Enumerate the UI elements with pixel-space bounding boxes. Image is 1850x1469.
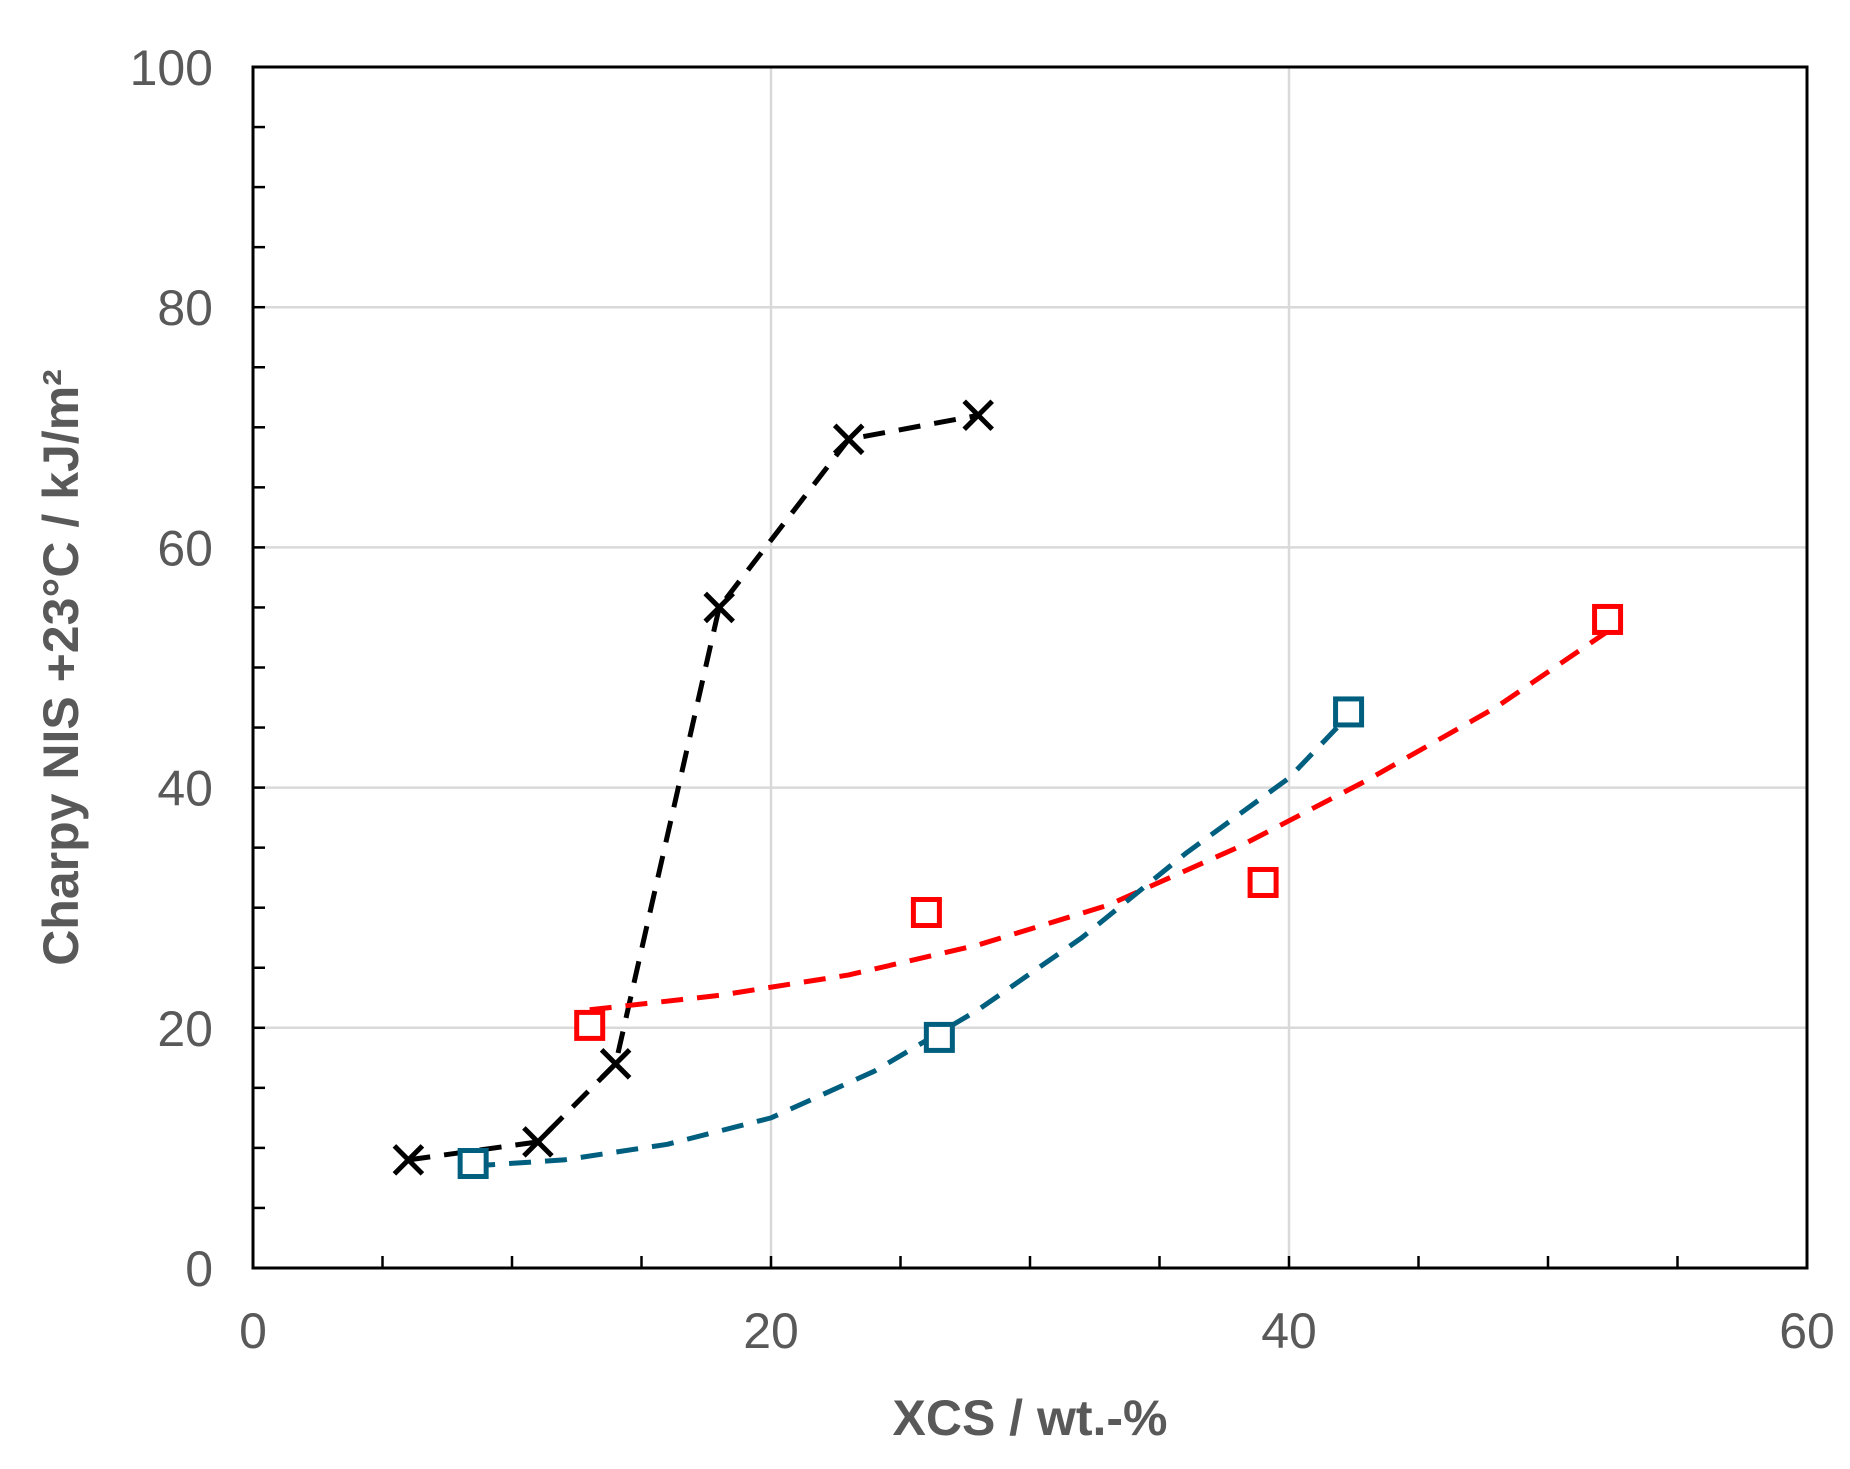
x-tick-label: 60: [1779, 1303, 1835, 1359]
data-point-cross: [832, 423, 865, 456]
series-3-trendline: [472, 713, 1351, 1169]
y-tick-label: 60: [157, 520, 213, 576]
series-2: [574, 603, 1624, 1041]
series-1-line: [408, 412, 979, 1163]
cross-stroke: [832, 423, 865, 456]
x-tick-label: 20: [743, 1303, 799, 1359]
data-point-square: [1247, 866, 1279, 898]
minor-ticks: [253, 125, 1679, 1268]
cross-stroke: [962, 399, 994, 432]
grid-lines: [253, 67, 1807, 1268]
data-point-square: [457, 1148, 489, 1180]
cross-stroke: [522, 1126, 554, 1158]
series-3: [457, 696, 1365, 1180]
data-point-square: [910, 897, 942, 929]
x-tick-label: 0: [239, 1303, 267, 1359]
series-layer: [392, 399, 1624, 1180]
x-tick-label: 40: [1261, 1303, 1317, 1359]
data-point-cross: [962, 399, 994, 432]
cross-stroke: [599, 1048, 632, 1080]
y-axis-title: Charpy NIS +23°C / kJ/m²: [33, 369, 89, 966]
data-point-cross: [599, 1048, 632, 1080]
x-axis-tick-labels: 0 20 40 60: [239, 1303, 1835, 1359]
cross-stroke: [392, 1144, 425, 1176]
data-point-cross: [703, 591, 735, 624]
y-tick-label: 80: [157, 280, 213, 336]
series-2-trendline: [589, 629, 1609, 1013]
x-axis-title: XCS / wt.-%: [892, 1390, 1167, 1446]
y-tick-label: 0: [185, 1241, 213, 1297]
data-point-square: [923, 1021, 955, 1053]
data-point-square: [574, 1009, 606, 1041]
series-1: [392, 399, 994, 1176]
y-tick-label: 40: [157, 761, 213, 817]
y-tick-label: 100: [130, 40, 213, 96]
y-axis-tick-labels: 0 20 40 60 80 100: [130, 40, 213, 1297]
data-point-cross: [522, 1126, 554, 1158]
data-point-cross: [392, 1144, 425, 1176]
data-point-square: [1333, 696, 1365, 728]
cross-stroke: [703, 591, 735, 624]
y-tick-label: 20: [157, 1001, 213, 1057]
data-point-square: [1592, 603, 1624, 635]
plot-area-frame: [251, 65, 1809, 1270]
